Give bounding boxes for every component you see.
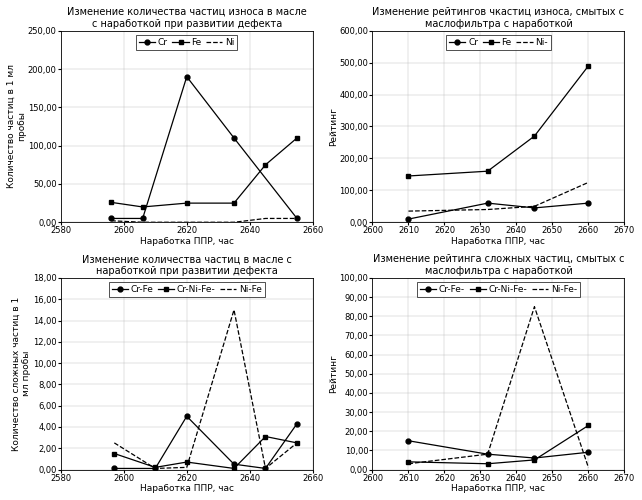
X-axis label: Наработка ППР, час: Наработка ППР, час [140,237,234,246]
Y-axis label: Рейтинг: Рейтинг [329,354,338,393]
Title: Изменение рейтингов чкастиц износа, смытых с
маслофильтра с наработкой: Изменение рейтингов чкастиц износа, смыт… [372,7,625,28]
Legend: Cr, Fe, Ni: Cr, Fe, Ni [136,35,238,50]
X-axis label: Наработка ППР, час: Наработка ППР, час [451,237,546,246]
Y-axis label: Рейтинг: Рейтинг [329,107,338,146]
Title: Изменение количества частиц в масле с
наработкой при развитии дефекта: Изменение количества частиц в масле с на… [82,254,291,276]
Legend: Cr, Fe, Ni-: Cr, Fe, Ni- [446,35,551,50]
X-axis label: Наработка ППР, час: Наработка ППР, час [451,484,546,493]
Legend: Cr-Fe, Cr-Ni-Fe-, Ni-Fe: Cr-Fe, Cr-Ni-Fe-, Ni-Fe [109,282,265,297]
Y-axis label: Количество частиц в 1 мл
пробы: Количество частиц в 1 мл пробы [7,64,26,188]
Title: Изменение количества частиц износа в масле
с наработкой при развитии дефекта: Изменение количества частиц износа в мас… [67,7,307,28]
X-axis label: Наработка ППР, час: Наработка ППР, час [140,484,234,493]
Y-axis label: Количество сложных частиц в 1
мл пробы: Количество сложных частиц в 1 мл пробы [12,296,31,451]
Legend: Cr-Fe-, Cr-Ni-Fe-, Ni-Fe-: Cr-Fe-, Cr-Ni-Fe-, Ni-Fe- [417,282,580,297]
Title: Изменение рейтинга сложных частиц, смытых с
маслофильтра с наработкой: Изменение рейтинга сложных частиц, смыты… [373,254,624,276]
